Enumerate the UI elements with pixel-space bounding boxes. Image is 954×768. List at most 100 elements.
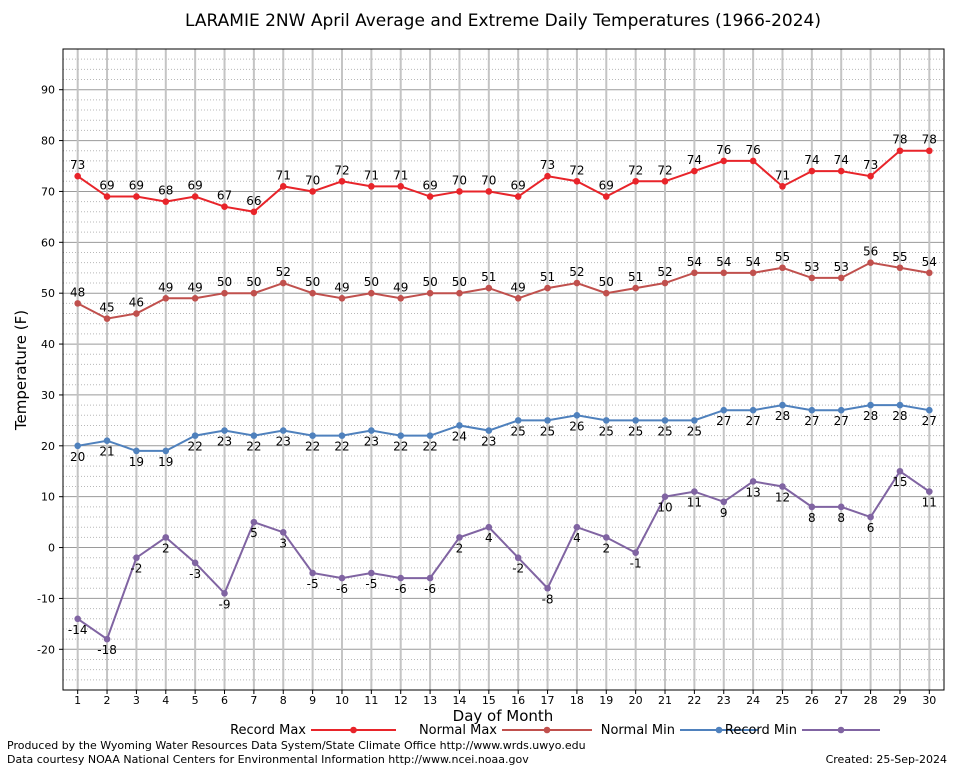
data-point [74, 442, 81, 450]
data-label: 12 [775, 491, 790, 505]
data-label: -2 [512, 562, 524, 576]
data-point [250, 289, 258, 297]
data-point [837, 274, 845, 282]
series-group: 73 69 69 68 69 67 66 71 70 72 71 71 69 70 70 69 73 72 69 72… [70, 133, 937, 216]
data-point [896, 264, 904, 272]
x-tick-label: 11 [364, 694, 378, 707]
data-label: 24 [452, 429, 467, 443]
grid [63, 48, 944, 691]
data-point [309, 188, 316, 195]
data-point [250, 208, 258, 216]
data-label: 49 [393, 280, 408, 294]
series-group: 20 21 19 19 22 23 22 23 22 22 23 22 22 24 23 25 25 26 25 25… [70, 401, 937, 469]
data-point [456, 188, 463, 195]
data-label: -3 [189, 567, 201, 581]
y-tick-label: 80 [41, 135, 55, 148]
x-tick-label: 6 [221, 694, 228, 707]
data-label: 78 [892, 133, 907, 147]
data-label: 74 [687, 153, 702, 167]
series-line [77, 469, 930, 641]
data-point [573, 523, 581, 531]
data-point [544, 284, 551, 292]
data-point [279, 427, 287, 434]
data-point [661, 177, 669, 185]
data-point [191, 193, 199, 200]
data-label: 23 [217, 435, 232, 449]
data-point [867, 513, 874, 521]
data-point [133, 554, 140, 562]
data-point [368, 427, 375, 434]
data-point [103, 315, 111, 322]
data-label: 6 [867, 521, 875, 535]
data-point [867, 259, 874, 266]
data-point [661, 417, 669, 424]
data-label: 70 [481, 173, 496, 187]
data-label: 15 [892, 475, 907, 489]
data-point [514, 417, 522, 424]
data-label: 66 [246, 194, 261, 208]
data-point [632, 177, 639, 185]
data-label: 25 [599, 424, 614, 438]
data-point [279, 528, 287, 536]
data-point [779, 401, 786, 409]
data-label: -14 [68, 623, 88, 637]
data-point [749, 157, 757, 165]
x-tick-label: 8 [280, 694, 287, 707]
data-label: 68 [158, 184, 173, 198]
x-tick-label: 23 [717, 694, 731, 707]
data-label: 76 [745, 143, 760, 157]
data-point [426, 574, 434, 582]
y-tick-label: 40 [41, 338, 55, 351]
chart-title: LARAMIE 2NW April Average and Extreme Da… [185, 11, 821, 31]
data-point [867, 172, 874, 180]
data-point [573, 411, 581, 419]
legend-marker [350, 726, 357, 734]
y-tick-label: 70 [41, 185, 55, 198]
data-point [74, 300, 81, 307]
y-tick-label: 0 [48, 542, 55, 555]
data-label: 70 [452, 173, 467, 187]
data-label: -8 [542, 592, 554, 606]
y-tick-label: -10 [37, 592, 55, 605]
data-label: 27 [804, 414, 819, 428]
data-label: 50 [599, 275, 614, 289]
data-label: 51 [481, 270, 496, 284]
data-label: 72 [569, 163, 584, 177]
data-label: 22 [334, 440, 349, 454]
x-tick-label: 24 [746, 694, 760, 707]
data-label: 72 [334, 163, 349, 177]
data-point [133, 193, 140, 200]
data-point [456, 289, 463, 297]
legend-item: Normal Max [419, 723, 592, 738]
data-label: 50 [364, 275, 379, 289]
data-point [632, 417, 639, 424]
y-axis-label: Temperature (F) [12, 310, 30, 431]
data-point [309, 569, 316, 577]
data-label: 51 [628, 270, 643, 284]
data-label: 69 [422, 179, 437, 193]
data-label: 5 [250, 526, 258, 540]
data-label: 48 [70, 285, 85, 299]
data-label: 4 [485, 531, 493, 545]
data-label: 27 [716, 414, 731, 428]
data-label: 73 [540, 158, 555, 172]
data-point [779, 264, 786, 272]
data-point [779, 483, 786, 490]
data-label: 25 [511, 424, 526, 438]
x-tick-label: 27 [834, 694, 848, 707]
data-label: 25 [540, 424, 555, 438]
data-point [720, 157, 728, 165]
data-label: 46 [129, 296, 144, 310]
x-tick-label: 16 [511, 694, 525, 707]
data-point [808, 406, 816, 414]
data-point [338, 432, 346, 439]
data-point [368, 569, 375, 577]
data-point [221, 289, 228, 297]
data-label: 49 [511, 280, 526, 294]
data-label: 3 [279, 536, 287, 550]
data-label: 2 [602, 541, 610, 555]
y-tick-label: 90 [41, 84, 55, 97]
data-point [544, 172, 551, 180]
data-point [279, 279, 287, 287]
x-axis-label: Day of Month [453, 707, 554, 725]
